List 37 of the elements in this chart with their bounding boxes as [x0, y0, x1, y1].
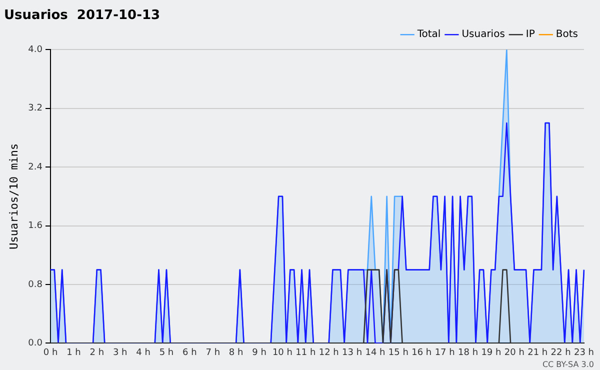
x-tick-label: 14 h [365, 348, 386, 358]
x-tick-label: 3 h [112, 348, 128, 358]
x-tick-label: 13 h [342, 348, 362, 358]
x-tick-label: 16 h [412, 348, 432, 358]
x-tick-label: 17 h [434, 348, 455, 358]
x-tick-label: 21 h [528, 348, 548, 358]
chart-title: Usuarios 2017-10-13 [4, 8, 160, 24]
legend-label: Bots [556, 29, 578, 40]
x-tick-label: 1 h [66, 348, 81, 358]
x-tick-label: 7 h [206, 348, 220, 358]
y-tick-label: 4.0 [28, 44, 43, 55]
x-tick-label: 18 h [458, 348, 478, 358]
legend-label: Total [416, 29, 441, 40]
x-tick-label: 11 h [296, 348, 316, 358]
y-tick-label: 0.8 [28, 280, 43, 290]
x-tick-label: 19 h [481, 348, 502, 358]
x-tick-label: 12 h [318, 348, 339, 358]
x-tick-label: 9 h [252, 348, 266, 358]
x-tick-label: 0 h [43, 348, 58, 358]
x-tick-label: 15 h [388, 348, 408, 358]
x-tick-label: 2 h [90, 348, 104, 358]
x-tick-label: 5 h [159, 348, 174, 358]
text: CC BY-SA 3.0 [542, 360, 594, 370]
legend-label: IP [526, 29, 535, 40]
x-tick-label: 20 h [504, 348, 524, 358]
y-tick-label: 1.6 [28, 221, 43, 232]
y-tick-label: 3.2 [28, 104, 43, 114]
x-tick-label: 4 h [136, 348, 150, 358]
y-tick-label: 2.4 [28, 162, 43, 172]
legend-label: Usuarios [462, 29, 505, 40]
y-tick-label: 0.0 [28, 338, 43, 349]
x-tick-label: 8 h [228, 348, 244, 358]
x-tick-label: 23 h [574, 348, 594, 358]
x-tick-label: 22 h [550, 348, 571, 358]
x-tick-label: 6 h [182, 348, 197, 358]
x-tick-label: 10 h [272, 348, 292, 358]
y-axis-title: Usuarios/10 mins [7, 143, 20, 250]
